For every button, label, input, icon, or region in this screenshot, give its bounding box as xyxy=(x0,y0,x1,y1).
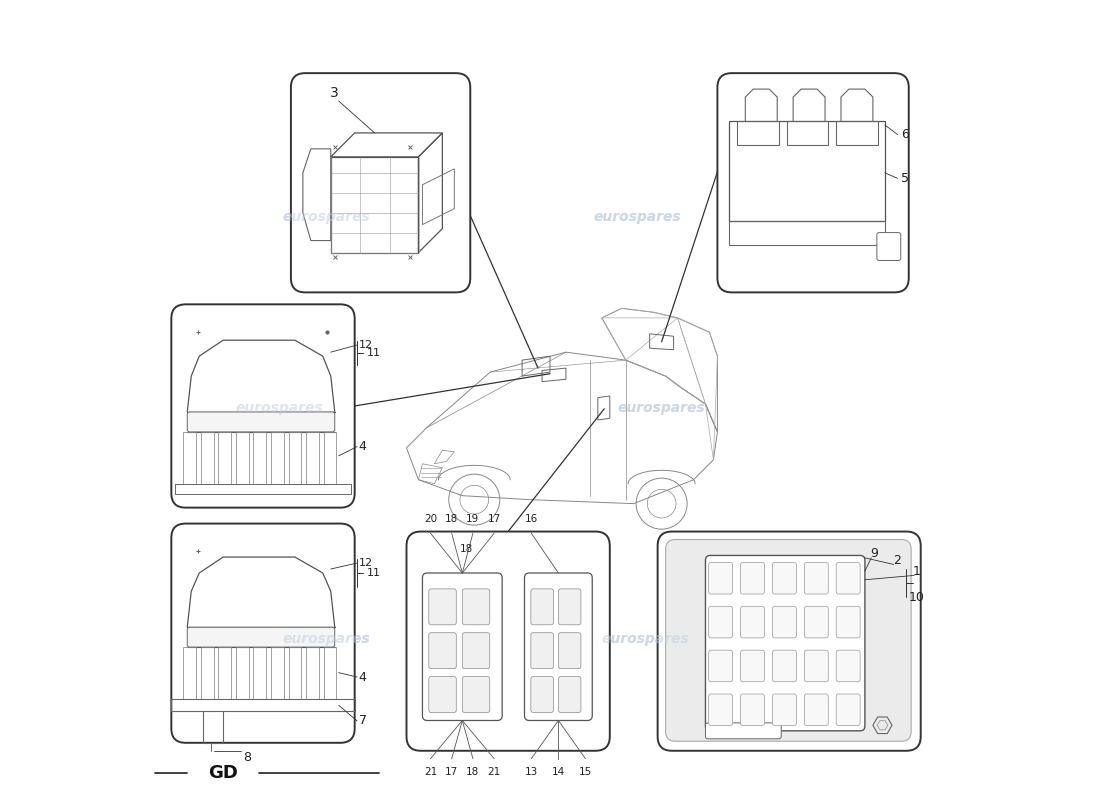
Text: eurospares: eurospares xyxy=(283,210,371,224)
FancyBboxPatch shape xyxy=(772,606,796,638)
FancyBboxPatch shape xyxy=(187,627,334,647)
FancyBboxPatch shape xyxy=(172,523,354,743)
Text: eurospares: eurospares xyxy=(618,401,705,415)
FancyBboxPatch shape xyxy=(462,633,490,669)
FancyBboxPatch shape xyxy=(531,589,553,625)
FancyBboxPatch shape xyxy=(717,73,909,292)
Text: eurospares: eurospares xyxy=(602,632,690,646)
Text: 5: 5 xyxy=(901,172,909,185)
Text: 10: 10 xyxy=(909,591,925,604)
FancyBboxPatch shape xyxy=(705,723,781,739)
FancyBboxPatch shape xyxy=(708,606,733,638)
FancyBboxPatch shape xyxy=(462,677,490,713)
Text: eurospares: eurospares xyxy=(235,401,322,415)
FancyBboxPatch shape xyxy=(429,677,456,713)
Text: eurospares: eurospares xyxy=(283,210,371,224)
Text: 8: 8 xyxy=(243,750,251,764)
Text: 20: 20 xyxy=(424,514,437,523)
FancyBboxPatch shape xyxy=(804,694,828,726)
FancyBboxPatch shape xyxy=(462,589,490,625)
Text: 3: 3 xyxy=(330,86,339,100)
Text: 12: 12 xyxy=(359,558,373,568)
Text: 21: 21 xyxy=(424,766,437,777)
Text: 9: 9 xyxy=(870,547,879,560)
FancyBboxPatch shape xyxy=(531,677,553,713)
FancyBboxPatch shape xyxy=(525,573,592,721)
FancyBboxPatch shape xyxy=(772,562,796,594)
FancyBboxPatch shape xyxy=(836,606,860,638)
FancyBboxPatch shape xyxy=(836,694,860,726)
Text: 17: 17 xyxy=(446,766,459,777)
Text: GD: GD xyxy=(208,764,238,782)
FancyBboxPatch shape xyxy=(836,562,860,594)
Text: 4: 4 xyxy=(359,440,366,453)
FancyBboxPatch shape xyxy=(422,573,503,721)
FancyBboxPatch shape xyxy=(740,650,764,682)
FancyBboxPatch shape xyxy=(658,531,921,750)
FancyBboxPatch shape xyxy=(708,650,733,682)
FancyBboxPatch shape xyxy=(290,73,471,292)
FancyBboxPatch shape xyxy=(708,694,733,726)
FancyBboxPatch shape xyxy=(740,694,764,726)
FancyBboxPatch shape xyxy=(666,539,911,742)
Text: eurospares: eurospares xyxy=(594,210,682,224)
FancyBboxPatch shape xyxy=(705,555,865,731)
FancyBboxPatch shape xyxy=(559,677,581,713)
Text: 15: 15 xyxy=(579,766,592,777)
Text: 14: 14 xyxy=(552,766,565,777)
FancyBboxPatch shape xyxy=(559,589,581,625)
FancyBboxPatch shape xyxy=(740,606,764,638)
Text: eurospares: eurospares xyxy=(283,632,371,646)
Text: eurospares: eurospares xyxy=(602,632,690,646)
Text: 6: 6 xyxy=(901,128,909,141)
FancyBboxPatch shape xyxy=(429,633,456,669)
FancyBboxPatch shape xyxy=(836,650,860,682)
FancyBboxPatch shape xyxy=(804,606,828,638)
FancyBboxPatch shape xyxy=(559,633,581,669)
FancyBboxPatch shape xyxy=(407,531,609,750)
Text: eurospares: eurospares xyxy=(594,210,682,224)
Text: 7: 7 xyxy=(359,714,366,727)
Text: 17: 17 xyxy=(487,514,500,523)
Text: 12: 12 xyxy=(359,340,373,350)
Text: 18: 18 xyxy=(460,544,473,554)
Text: 21: 21 xyxy=(487,766,500,777)
FancyBboxPatch shape xyxy=(429,589,456,625)
Text: eurospares: eurospares xyxy=(618,401,705,415)
Text: 11: 11 xyxy=(366,568,381,578)
Text: 19: 19 xyxy=(466,514,480,523)
Text: 18: 18 xyxy=(446,514,459,523)
Text: 18: 18 xyxy=(466,766,480,777)
FancyBboxPatch shape xyxy=(531,633,553,669)
Text: 4: 4 xyxy=(359,670,366,683)
FancyBboxPatch shape xyxy=(172,304,354,508)
FancyBboxPatch shape xyxy=(772,694,796,726)
Text: 16: 16 xyxy=(525,514,538,523)
Text: eurospares: eurospares xyxy=(283,632,371,646)
FancyBboxPatch shape xyxy=(772,650,796,682)
Text: eurospares: eurospares xyxy=(235,401,322,415)
FancyBboxPatch shape xyxy=(804,650,828,682)
FancyBboxPatch shape xyxy=(804,562,828,594)
Text: 2: 2 xyxy=(893,554,901,566)
FancyBboxPatch shape xyxy=(187,412,334,432)
Text: 1: 1 xyxy=(913,565,921,578)
FancyBboxPatch shape xyxy=(708,562,733,594)
Text: 13: 13 xyxy=(525,766,538,777)
FancyBboxPatch shape xyxy=(740,562,764,594)
FancyBboxPatch shape xyxy=(877,233,901,261)
Text: 11: 11 xyxy=(366,348,381,358)
